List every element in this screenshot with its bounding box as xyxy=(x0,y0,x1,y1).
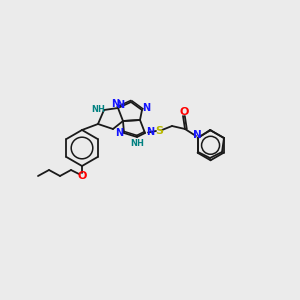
Text: O: O xyxy=(179,107,189,117)
Text: NH: NH xyxy=(130,139,144,148)
Text: S: S xyxy=(155,126,163,136)
Text: N: N xyxy=(116,100,124,110)
Text: N: N xyxy=(115,128,123,138)
Text: NH: NH xyxy=(91,104,105,113)
Text: O: O xyxy=(77,171,87,181)
Text: N: N xyxy=(142,103,150,113)
Text: N: N xyxy=(111,99,119,109)
Text: N: N xyxy=(193,130,201,140)
Text: N: N xyxy=(146,127,154,137)
